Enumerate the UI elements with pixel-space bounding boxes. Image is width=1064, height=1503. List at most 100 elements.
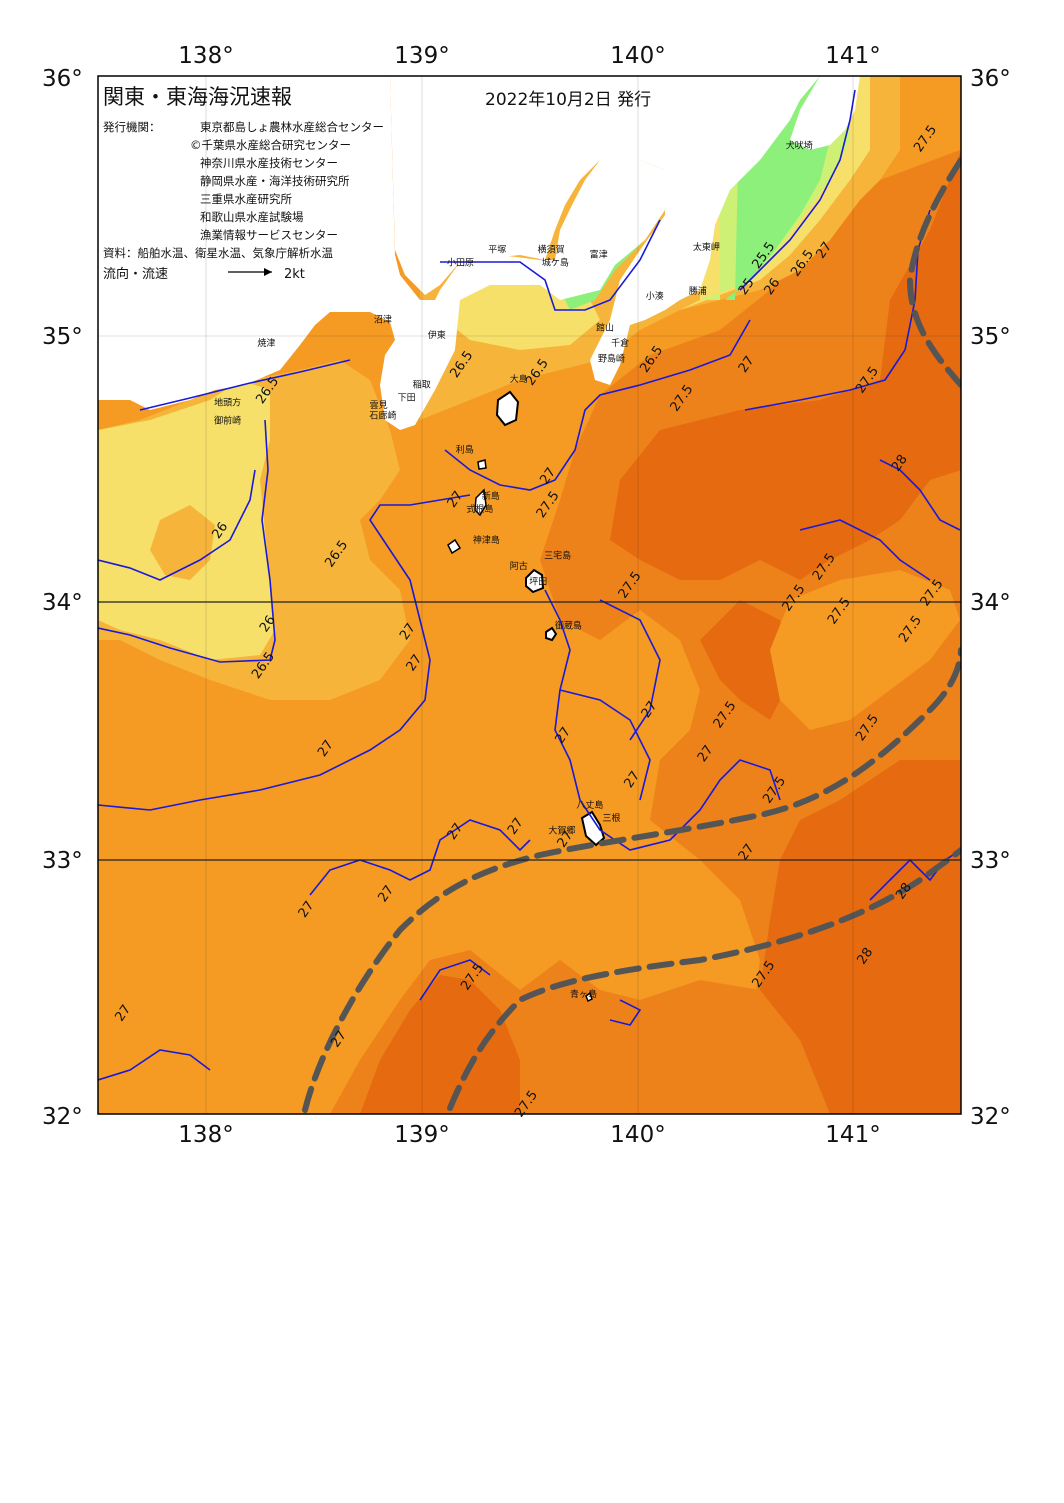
lon-tick-top: 141° (825, 43, 880, 69)
land-kanto (390, 76, 820, 385)
place-label: 小田原 (447, 257, 474, 268)
place-label: 横須賀 (538, 244, 565, 256)
lon-tick-top: 139° (394, 43, 449, 69)
current-line (739, 89, 856, 291)
map-header: 関東・東海海況速報 2022年10月2日 発行 発行機関： 東京都島しょ農林水産… (103, 85, 651, 282)
current-line (599, 599, 661, 741)
place-label: 稲取 (413, 378, 431, 390)
current-line (98, 469, 256, 581)
place-label: 八丈島 (576, 799, 603, 811)
place-label: 青ヶ島 (570, 988, 597, 1000)
place-label: 小湊 (646, 290, 664, 302)
place-label: 阿古 (510, 560, 528, 572)
current-line (419, 959, 491, 1001)
lat-tick-left: 36° (42, 66, 83, 92)
issue-date: 2022年10月2日 発行 (485, 90, 651, 110)
island-niijima (474, 488, 487, 517)
lat-tick-right: 35° (970, 324, 1011, 350)
kuroshio-axis-line (906, 157, 961, 388)
issuer-line: 漁業情報サービスセンター (200, 228, 338, 242)
place-label: 三根 (602, 812, 620, 824)
current-line (609, 999, 642, 1026)
place-label: 野島崎 (598, 353, 625, 365)
sst-band-27-5-patch (770, 570, 960, 730)
place-label: 新島 (482, 490, 500, 502)
lat-tick-right: 36° (970, 66, 1011, 92)
issuer-line: 三重県水産研究所 (200, 192, 292, 206)
place-label: 坪田 (529, 577, 547, 588)
issuer-line: ©千葉県水産総合研究センター (190, 138, 351, 152)
axis-labels: 138° 139° 140° 141° 138° 139° 140° 141° … (42, 43, 1011, 1148)
place-label: 富津 (590, 249, 608, 261)
issuer-line: 東京都島しょ農林水産総合センター (200, 120, 384, 134)
current-line (139, 359, 351, 411)
current-line (444, 319, 751, 491)
place-label: 雲見 (370, 400, 388, 411)
current-line (879, 459, 961, 531)
place-label: 大賀郷 (548, 825, 575, 837)
island-hachijo (580, 810, 606, 847)
island-miyake (525, 568, 545, 594)
lat-tick-right: 34° (970, 590, 1011, 616)
place-label: 三宅島 (544, 550, 571, 562)
place-label: 沼津 (374, 315, 392, 326)
place-label: 平塚 (488, 245, 506, 256)
current-line (98, 1049, 211, 1081)
lon-tick-top: 138° (178, 43, 233, 69)
current-line (559, 689, 651, 801)
island-kozushima (447, 538, 462, 555)
current-line (98, 419, 276, 663)
place-label: 利島 (456, 443, 474, 455)
lon-tick-bottom: 139° (394, 1122, 449, 1148)
lon-tick-bottom: 138° (178, 1122, 233, 1148)
kuroshio-axis (302, 157, 961, 1113)
place-label: 犬吠埼 (786, 140, 813, 152)
map-area (98, 76, 961, 1114)
place-label: 伊東 (428, 329, 446, 341)
current-line (799, 519, 931, 581)
land-boso-north (790, 76, 860, 150)
place-label: 館山 (596, 321, 614, 333)
scale-arrow-icon (228, 268, 272, 276)
issuer-label: 発行機関： (103, 120, 161, 134)
lat-tick-left: 32° (42, 1104, 83, 1130)
scale-label: 2kt (284, 267, 305, 282)
place-label: 城ケ島 (542, 256, 569, 268)
issuer-line: 和歌山県水産試験場 (200, 210, 304, 224)
place-label: 御前崎 (214, 415, 241, 427)
place-label: 下田 (398, 392, 416, 403)
map-frame (97, 75, 962, 1115)
sst-band-28-southwest (360, 975, 520, 1114)
current-line (98, 494, 471, 811)
lat-tick-left: 34° (42, 590, 83, 616)
data-sources: 資料：船舶水温、衛星水温、気象庁解析水温 (103, 246, 333, 260)
island-aogashima (585, 991, 593, 1003)
island-oshima (495, 390, 520, 427)
place-label: 神津島 (473, 534, 500, 546)
kuroshio-axis-line (302, 647, 961, 1113)
lon-tick-top: 140° (610, 43, 665, 69)
lat-tick-left: 35° (42, 324, 83, 350)
place-label: 式根島 (466, 503, 493, 515)
sst-band-28-southeast (760, 760, 961, 1114)
kuroshio-axis-line (447, 847, 961, 1111)
issuer-line: 神奈川県水産技術センター (200, 156, 338, 170)
lat-tick-right: 33° (970, 848, 1011, 874)
island-mikura (545, 626, 558, 642)
current-line (440, 219, 661, 311)
issuer-line: 静岡県水産・海洋技術研究所 (200, 174, 350, 188)
lat-tick-right: 32° (970, 1104, 1011, 1130)
current-line (309, 819, 531, 896)
place-label: 大島 (510, 373, 528, 385)
place-label: 石廊崎 (369, 410, 396, 422)
place-label: 太東岬 (693, 241, 720, 253)
graticule (98, 76, 961, 1114)
island-toshima (477, 459, 487, 470)
lon-tick-bottom: 141° (825, 1122, 880, 1148)
place-label: 焼津 (257, 338, 275, 349)
place-label: 御蔵島 (555, 620, 582, 632)
land-honshu (98, 76, 665, 430)
current-line (544, 589, 781, 851)
